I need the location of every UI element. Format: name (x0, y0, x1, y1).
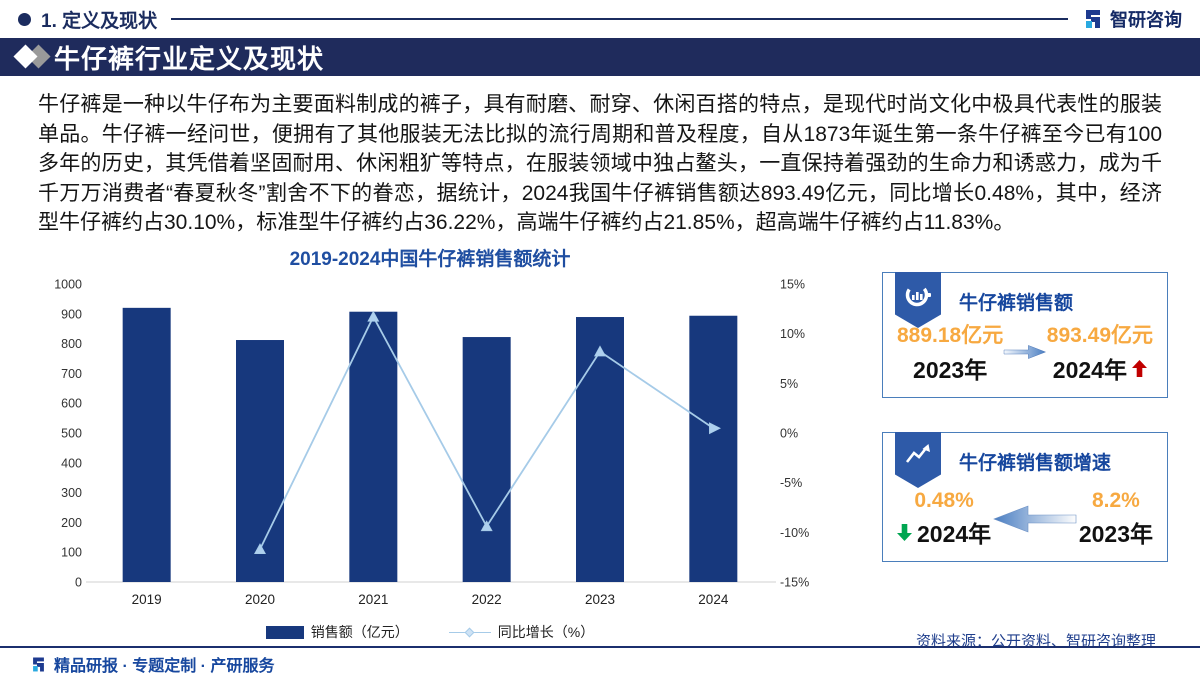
growth-marker (709, 422, 722, 435)
right-axis-tick-label: 0% (780, 427, 798, 441)
stat-year: 2024年 (1053, 351, 1147, 385)
stat-value: 889.18亿元 (897, 324, 1004, 347)
left-axis-tick-label: 900 (61, 307, 82, 321)
footer-logo-icon (33, 657, 44, 671)
page-header: 1. 定义及现状 智研咨询 (18, 6, 1182, 32)
left-axis-tick-label: 100 (61, 546, 82, 560)
right-axis-tick-label: -15% (780, 576, 809, 590)
stat-2023: 8.2% 2023年 (1079, 489, 1153, 549)
stat-year: 2023年 (913, 357, 988, 383)
growth-rate-card: 牛仔裤销售额增速 0.48% 2024年 8.2% 2023年 (882, 432, 1168, 562)
card-body: 889.18亿元 2023年 893.49亿元 2024年 (883, 319, 1167, 385)
line-swatch-icon (448, 626, 491, 639)
stat-value: 893.49亿元 (1046, 324, 1153, 347)
card-title: 牛仔裤销售额增速 (959, 453, 1112, 474)
brand-logo-icon (1086, 10, 1100, 28)
bar-2021 (349, 311, 398, 582)
right-axis-tick-label: -5% (780, 476, 802, 490)
left-axis-tick-label: 200 (61, 516, 82, 530)
stat-year: 2023年 (1078, 521, 1153, 547)
intro-paragraph: 牛仔裤是一种以牛仔布为主要面料制成的裤子，具有耐磨、耐穿、休闲百搭的特点，是现代… (38, 93, 1162, 234)
growth-marker (593, 345, 607, 357)
footer-tagline: 精品研报 · 专题定制 · 产研服务 (54, 658, 275, 674)
card-body: 0.48% 2024年 8.2% 2023年 (883, 489, 1167, 549)
right-axis-tick-label: 10% (780, 327, 805, 341)
stat-year: 2024年 (897, 515, 991, 549)
bar-2023 (576, 317, 624, 582)
stat-value: 0.48% (914, 489, 974, 512)
up-trend-icon (1131, 359, 1147, 377)
left-axis-tick-label: 500 (61, 427, 82, 441)
bar-2019 (122, 307, 171, 582)
card-title: 牛仔裤销售额 (959, 293, 1074, 314)
left-arrow-icon (993, 505, 1077, 533)
growth-marker (367, 310, 380, 322)
left-axis-tick-label: 0 (75, 576, 82, 590)
x-axis-label: 2019 (132, 592, 162, 607)
footer-divider (0, 646, 1200, 648)
bar-swatch-icon (265, 625, 304, 639)
down-trend-icon (897, 523, 912, 541)
banner-title: 牛仔裤行业定义及现状 (54, 43, 325, 74)
right-axis-tick-label: 15% (780, 278, 805, 292)
legend-label: 同比增长（%） (497, 624, 595, 640)
donut-chart-icon (895, 272, 941, 328)
legend-label: 销售额（亿元） (310, 624, 409, 640)
banner: 牛仔裤行业定义及现状 (0, 38, 1200, 76)
x-axis-label: 2021 (358, 592, 388, 607)
sales-chart: 0 100 200 300 400 500 600 700 800 900 1000 15% 10% 5%… (54, 278, 809, 608)
bar-2020 (236, 340, 284, 582)
chart-legend: 销售额（亿元） 同比增长（%） (40, 620, 820, 644)
bullet-icon (18, 12, 31, 26)
diamonds-icon (13, 44, 54, 70)
stat-2023: 889.18亿元 2023年 (897, 319, 1003, 385)
chart-title: 2019-2024中国牛仔裤销售额统计 (289, 249, 571, 270)
x-axis-label: 2022 (472, 592, 502, 607)
stat-2024: 893.49亿元 2024年 (1047, 319, 1153, 385)
x-axis-label: 2023 (585, 592, 615, 607)
right-axis-tick-label: 5% (780, 377, 798, 391)
sales-amount-card: 牛仔裤销售额 889.18亿元 2023年 893.49亿元 2024年 (882, 272, 1168, 398)
left-axis-tick-label: 800 (61, 337, 82, 351)
growth-marker (253, 543, 267, 555)
brand-logo: 智研咨询 (1082, 6, 1182, 32)
legend-item: 销售额（亿元） (265, 622, 409, 642)
right-axis-tick-label: -10% (780, 526, 809, 540)
right-arrow-icon (1004, 345, 1047, 359)
left-axis-tick-label: 600 (61, 397, 82, 411)
footer: 精品研报 · 专题定制 · 产研服务 (30, 652, 274, 674)
bar-2024 (689, 315, 738, 582)
left-axis-tick-label: 1000 (54, 278, 82, 292)
left-axis-tick-label: 400 (61, 456, 82, 470)
section-label: 1. 定义及现状 (41, 10, 158, 32)
x-axis-label: 2024 (698, 592, 729, 607)
left-axis-tick-label: 700 (61, 367, 82, 381)
stat-value: 8.2% (1091, 489, 1140, 512)
stat-2024: 0.48% 2024年 (897, 489, 991, 549)
left-axis-tick-label: 300 (61, 486, 82, 500)
trend-up-chart-icon (895, 432, 941, 488)
source-note: 资料来源：公开资料、智研咨询整理 (915, 633, 1156, 650)
x-axis-label: 2020 (245, 592, 275, 607)
legend-item: 同比增长（%） (448, 622, 595, 642)
growth-marker (480, 520, 493, 532)
header-divider (171, 18, 1068, 20)
bar-2022 (462, 337, 511, 582)
brand-name: 智研咨询 (1110, 10, 1182, 30)
